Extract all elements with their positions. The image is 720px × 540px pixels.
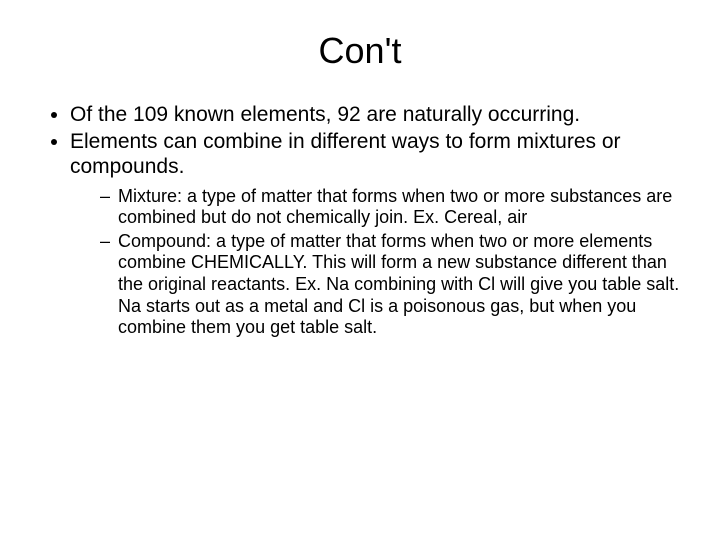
bullet-list: Of the 109 known elements, 92 are natura… bbox=[30, 102, 690, 339]
slide: Con't Of the 109 known elements, 92 are … bbox=[0, 0, 720, 540]
sub-bullet-item: Mixture: a type of matter that forms whe… bbox=[100, 186, 690, 229]
sub-bullet-list: Mixture: a type of matter that forms whe… bbox=[70, 186, 690, 339]
slide-title: Con't bbox=[30, 30, 690, 72]
sub-bullet-item: Compound: a type of matter that forms wh… bbox=[100, 231, 690, 339]
bullet-item: Elements can combine in different ways t… bbox=[70, 129, 690, 339]
bullet-item: Of the 109 known elements, 92 are natura… bbox=[70, 102, 690, 127]
bullet-text: Elements can combine in different ways t… bbox=[70, 130, 621, 178]
